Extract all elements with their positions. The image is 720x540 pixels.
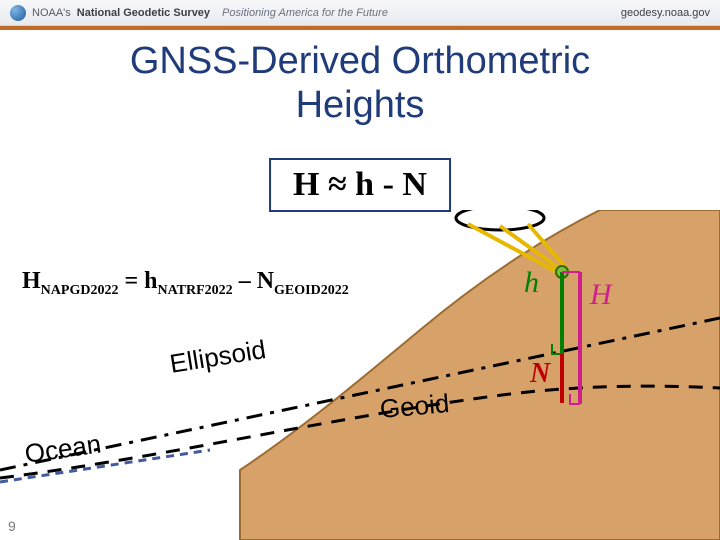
slide: NOAA's National Geodetic Survey Position… (0, 0, 720, 540)
diagram (0, 210, 720, 540)
header-site: geodesy.noaa.gov (621, 7, 710, 19)
formula-box: H ≈ h - N (269, 158, 451, 212)
n-label: N (530, 358, 550, 390)
header-bar: NOAA's National Geodetic Survey Position… (0, 0, 720, 26)
noaa-logo-icon (10, 5, 26, 21)
header-tagline: Positioning America for the Future (222, 7, 388, 19)
accent-bar (0, 26, 720, 30)
title-text: GNSS-Derived Orthometric Heights (130, 40, 590, 126)
diagram-svg (0, 210, 720, 540)
header-org-prefix: NOAA's (32, 7, 71, 19)
h-label: h (524, 266, 539, 300)
header-org-name: National Geodetic Survey (77, 7, 210, 19)
terrain-shape (240, 210, 720, 540)
slide-number: 9 (8, 518, 16, 534)
header-left: NOAA's National Geodetic Survey Position… (10, 5, 621, 21)
page-title: GNSS-Derived Orthometric Heights (0, 40, 720, 127)
geoid-label: Geoid (379, 388, 451, 425)
big-h-label: H (590, 278, 612, 312)
